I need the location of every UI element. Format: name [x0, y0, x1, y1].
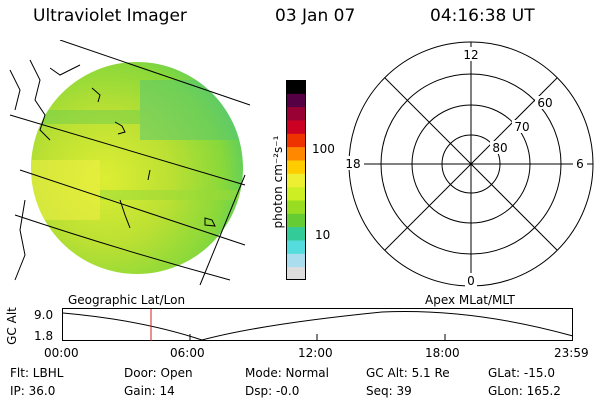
- coastlines: [9, 59, 216, 281]
- colorbar-tick-100: 100: [312, 142, 335, 156]
- geographic-label: Geographic Lat/Lon: [68, 293, 186, 307]
- ip-value: IP: 36.0: [10, 384, 56, 398]
- door-value: Door: Open: [124, 366, 193, 380]
- uv-earth-image: [9, 40, 251, 286]
- instrument-title: Ultraviolet Imager: [33, 6, 187, 26]
- glat-value: GLat: -15.0: [488, 366, 555, 380]
- colorbar-tick-10: 10: [315, 228, 331, 242]
- colorbar-band: [286, 173, 306, 188]
- dsp-value: Dsp: -0.0: [245, 384, 300, 398]
- altitude-ytick-high: 9.0: [34, 308, 54, 322]
- colorbar-unit-label: photon cm⁻²s⁻¹: [271, 135, 285, 229]
- mlt-label-0: 0: [467, 274, 475, 288]
- filter-value: Flt: LBHL: [10, 366, 64, 380]
- colorbar-band: [286, 120, 306, 134]
- mode-value: Mode: Normal: [245, 366, 329, 380]
- colorbar-band: [286, 160, 306, 174]
- colorbar-band: [286, 200, 306, 214]
- altitude-curve: [62, 311, 574, 341]
- colorbar-band: [286, 106, 306, 121]
- altitude-plot: [62, 308, 574, 341]
- colorbar-band: [286, 133, 306, 148]
- altitude-xtick-1800: 18:00: [425, 346, 460, 360]
- gc-alt-value: GC Alt: 5.1 Re: [366, 366, 450, 380]
- colorbar: [286, 80, 306, 280]
- altitude-ylabel: GC Alt: [5, 307, 19, 345]
- mlt-label-12: 12: [463, 48, 478, 62]
- altitude-xtick-0600: 06:00: [170, 346, 205, 360]
- gain-value: Gain: 14: [124, 384, 175, 398]
- polar-mlat-mlt-plot: 12 18 6 0 60 70 80: [342, 41, 594, 288]
- colorbar-band: [286, 186, 306, 201]
- mlt-label-18: 18: [345, 157, 360, 171]
- mlat-label-60: 60: [537, 96, 552, 110]
- seq-value: Seq: 39: [366, 384, 412, 398]
- colorbar-band: [286, 93, 306, 108]
- mlt-label-6: 6: [576, 157, 584, 171]
- altitude-xtick-2359: 23:59: [554, 346, 589, 360]
- apex-label: Apex MLat/MLT: [425, 293, 515, 307]
- colorbar-band: [286, 146, 306, 161]
- colorbar-band: [286, 240, 306, 254]
- colorbar-band: [286, 80, 306, 94]
- colorbar-band: [286, 253, 306, 268]
- mlat-label-70: 70: [514, 120, 529, 134]
- time-label: 04:16:38 UT: [430, 6, 535, 26]
- colorbar-band: [286, 226, 306, 241]
- glon-value: GLon: 165.2: [488, 384, 561, 398]
- altitude-xtick-0000: 00:00: [44, 346, 79, 360]
- geographic-grid: [9, 40, 251, 286]
- date-label: 03 Jan 07: [275, 6, 356, 26]
- mlat-label-80: 80: [492, 141, 507, 155]
- altitude-ytick-low: 1.8: [34, 329, 54, 343]
- colorbar-band: [286, 213, 306, 228]
- colorbar-band: [286, 266, 306, 280]
- altitude-xtick-1200: 12:00: [298, 346, 333, 360]
